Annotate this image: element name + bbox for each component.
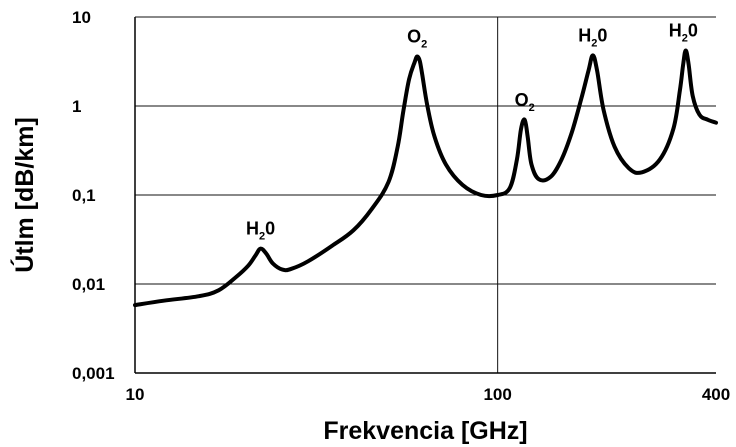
y-tick-label: 10 — [72, 8, 91, 27]
x-tick-label: 400 — [702, 385, 730, 404]
y-tick-label: 1 — [72, 97, 81, 116]
peak-label-subscript: 2 — [529, 102, 535, 114]
y-tick-label: 0,01 — [72, 275, 105, 294]
peak-label: O2 — [515, 90, 535, 114]
peak-label-tail: 0 — [597, 25, 607, 45]
plot-frame — [134, 16, 716, 374]
peak-label-tail: 0 — [688, 21, 698, 41]
series-layer — [133, 48, 718, 308]
attenuation-curve — [133, 48, 718, 308]
peak-label-main: O — [407, 26, 421, 46]
grid-lines — [135, 17, 716, 373]
peak-label: H20 — [246, 219, 275, 243]
peak-label: O2 — [407, 26, 427, 50]
y-axis-title: Útlm [dB/km] — [9, 117, 39, 273]
x-axis-title: Frekvencia [GHz] — [323, 417, 527, 445]
peak-label: H20 — [669, 21, 698, 45]
peak-label-main: H — [578, 25, 591, 45]
tick-labels: 0,001 0,01 0,1 1 10 10 100 400 — [72, 8, 730, 404]
x-tick-label: 100 — [483, 385, 511, 404]
peak-label-main: O — [515, 90, 529, 110]
peak-label-subscript: 2 — [591, 37, 597, 49]
peak-label-subscript: 2 — [421, 38, 427, 50]
peak-label-tail: 0 — [265, 219, 275, 239]
y-tick-label: 0,001 — [72, 364, 115, 383]
peak-label-main: H — [669, 21, 682, 41]
peak-label: H20 — [578, 25, 607, 49]
peak-label-subscript: 2 — [682, 33, 688, 45]
y-tick-label: 0,1 — [72, 186, 96, 205]
peak-label-subscript: 2 — [259, 231, 265, 243]
x-tick-label: 10 — [126, 385, 145, 404]
peak-label-main: H — [246, 219, 259, 239]
